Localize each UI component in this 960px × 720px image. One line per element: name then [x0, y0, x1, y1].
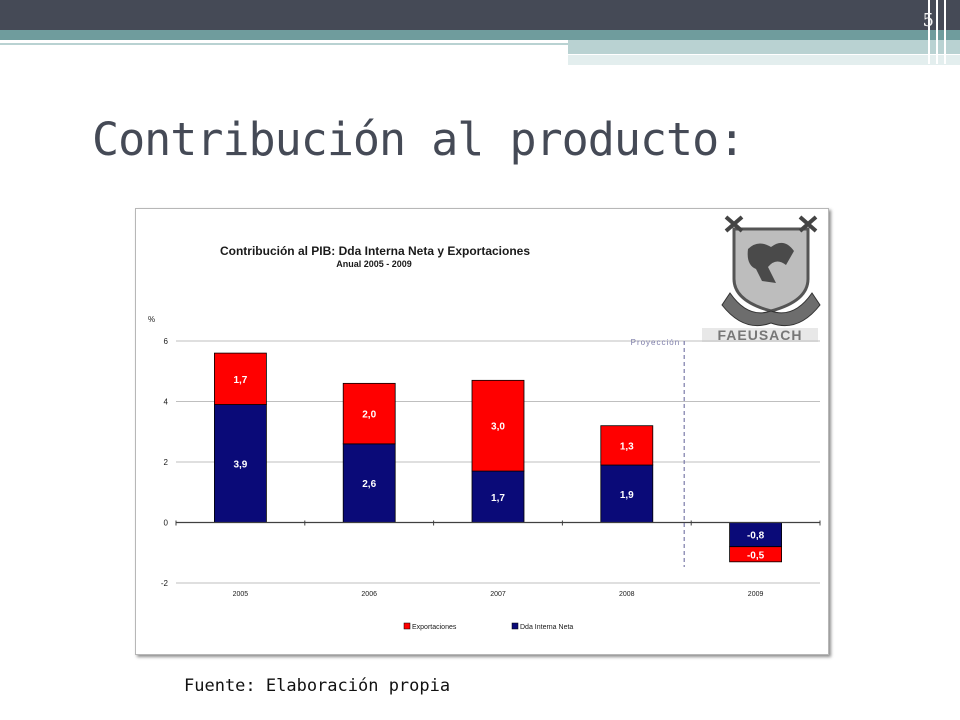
y-tick-label: 4 [164, 398, 169, 407]
bar-exportaciones [600, 425, 654, 466]
legend-swatch [403, 622, 411, 630]
chart-title: Contribución al PIB: Dda Interna Neta y … [220, 244, 530, 258]
legend-swatch [511, 622, 519, 630]
header-divider [928, 0, 930, 64]
y-axis-label: % [148, 315, 155, 324]
bar-exportaciones [342, 382, 396, 445]
bar-data-label: 2,6 [362, 479, 376, 490]
bar-dda-interna-neta [600, 464, 654, 523]
logo-text-plate [702, 328, 818, 342]
slide-header-bar [0, 0, 960, 30]
chart-frame: Contribución al PIB: Dda Interna Neta y … [135, 208, 829, 655]
header-divider [944, 0, 946, 64]
chart-bars [214, 352, 782, 563]
faeusach-logo: FAEUSACH [702, 215, 821, 343]
slide-accent-band [0, 30, 960, 40]
stacked-bar-chart: Contribución al PIB: Dda Interna Neta y … [148, 215, 821, 631]
bar-data-labels: 3,9 1,7 2,6 2,0 1,7 3,0 1,9 1,3 -0,8 -0,5 [233, 375, 764, 561]
logo-shield-icon [732, 227, 810, 313]
x-tick-label: 2008 [619, 591, 635, 598]
projection-annotation: Proyección [631, 338, 685, 567]
x-tick-label: 2007 [490, 591, 506, 598]
logo-text: FAEUSACH [717, 327, 802, 343]
slide-accent-band-lighter [568, 55, 960, 65]
chart-legend: Exportaciones Dda Interna Neta [403, 622, 573, 631]
bar-data-label: 2,0 [362, 410, 376, 421]
logo-cross-icon [724, 215, 818, 233]
x-tick-label: 2009 [748, 591, 764, 598]
bar-data-label: 3,0 [491, 422, 505, 433]
legend-label: Dda Interna Neta [520, 624, 573, 631]
y-axis-ticks: -2 0 2 4 6 [161, 337, 169, 588]
legend-label: Exportaciones [412, 624, 457, 631]
y-tick-label: 0 [164, 519, 169, 528]
bar-data-label: 1,7 [233, 375, 247, 386]
slide-title: Contribución al producto: [92, 113, 745, 166]
page-number: 5 [922, 10, 934, 31]
logo-ribbon-icon [721, 292, 821, 327]
y-tick-label: 2 [164, 458, 169, 467]
bar-exportaciones [471, 379, 525, 472]
bar-dda-interna-neta [214, 404, 267, 523]
bar-data-label: -0,5 [747, 550, 765, 561]
bar-exportaciones [214, 352, 267, 405]
chart-subtitle: Anual 2005 - 2009 [336, 259, 412, 269]
slide-accent-line [0, 43, 568, 45]
slide-accent-band-light [568, 40, 960, 54]
x-tick-label: 2006 [361, 591, 377, 598]
logo-lion-icon [747, 242, 794, 283]
bar-data-label: -0,8 [747, 531, 765, 542]
projection-label: Proyección [631, 338, 681, 347]
bar-data-label: 1,3 [620, 441, 634, 452]
x-axis: 2005 2006 2007 2008 2009 [175, 520, 821, 598]
bar-data-label: 1,7 [491, 493, 505, 504]
bar-data-label: 1,9 [620, 490, 634, 501]
x-tick-label: 2005 [233, 591, 249, 598]
bar-data-label: 3,9 [233, 460, 247, 471]
header-divider [936, 0, 938, 64]
y-tick-label: -2 [161, 579, 169, 588]
source-note: Fuente: Elaboración propia [184, 676, 451, 696]
bar-exportaciones [729, 546, 782, 563]
chart-grid [176, 340, 820, 584]
y-tick-label: 6 [164, 337, 169, 346]
